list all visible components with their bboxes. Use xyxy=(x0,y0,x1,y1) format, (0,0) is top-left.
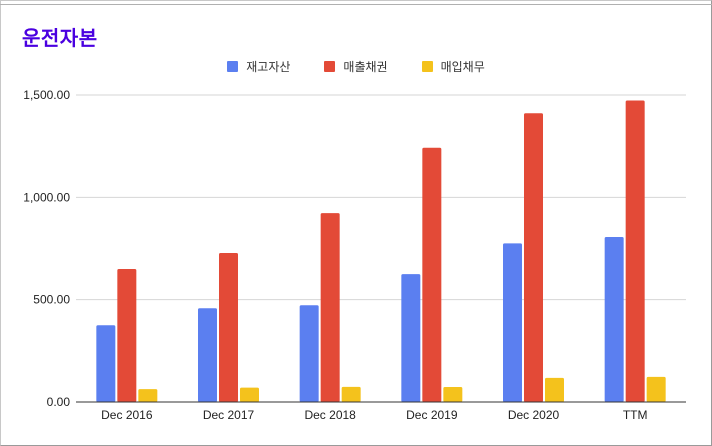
y-tick-label: 1,000.00 xyxy=(23,190,70,204)
legend-label-series-2: 매출채권 xyxy=(343,60,388,74)
bar xyxy=(604,237,624,402)
bar xyxy=(422,147,442,402)
legend-item-series-2: 매출채권 xyxy=(324,58,388,75)
legend-swatch-series-1 xyxy=(227,61,239,72)
bar xyxy=(503,243,522,402)
x-tick-label: Dec 2020 xyxy=(508,408,560,422)
bar xyxy=(198,308,217,402)
bar xyxy=(545,377,564,402)
legend-item-series-3: 매입채무 xyxy=(421,58,485,75)
chart-legend: 재고자산 매출채권 매입채무 xyxy=(0,58,712,75)
top-divider xyxy=(0,4,712,5)
legend-swatch-series-2 xyxy=(324,61,336,72)
y-tick-label: 500.00 xyxy=(33,293,70,307)
bar xyxy=(320,213,340,402)
bar xyxy=(443,387,463,402)
bar xyxy=(299,305,319,402)
bar xyxy=(524,113,543,402)
chart-title: 운전자본 xyxy=(22,26,98,50)
bar xyxy=(646,376,666,402)
bar xyxy=(401,274,421,402)
legend-swatch-series-3 xyxy=(421,61,433,72)
legend-label-series-3: 매입채무 xyxy=(440,60,485,74)
legend-item-series-1: 재고자산 xyxy=(227,58,290,75)
bar xyxy=(117,268,137,402)
x-tick-label: Dec 2016 xyxy=(101,408,153,422)
x-tick-label: Dec 2017 xyxy=(203,408,255,422)
bar xyxy=(240,387,259,402)
bar xyxy=(625,100,645,402)
legend-label-series-1: 재고자산 xyxy=(246,60,291,74)
bar xyxy=(138,389,158,402)
bar xyxy=(219,253,238,402)
y-tick-label: 1,500.00 xyxy=(23,88,70,102)
x-tick-label: Dec 2018 xyxy=(304,408,356,422)
x-tick-label: Dec 2019 xyxy=(406,408,458,422)
x-tick-label: TTM xyxy=(623,408,648,422)
bar xyxy=(96,325,116,402)
y-tick-label: 0.00 xyxy=(47,395,71,409)
bar xyxy=(341,386,361,402)
